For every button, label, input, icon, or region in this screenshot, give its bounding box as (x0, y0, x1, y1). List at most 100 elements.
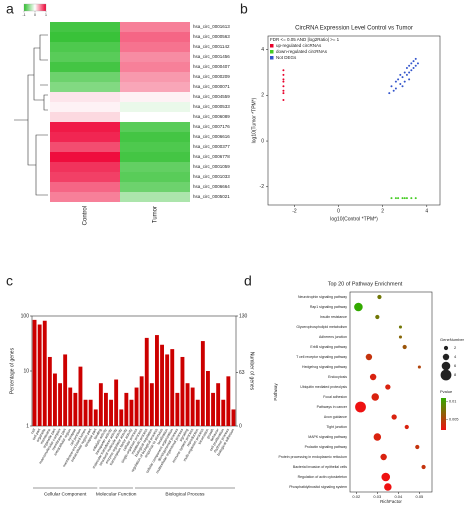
bubble (402, 344, 407, 350)
legend-label: Not DEGs (276, 55, 297, 60)
bubble (421, 464, 426, 470)
y-tick-label: Regulation of actin cytoskeleton (298, 475, 347, 479)
heatmap-cell (120, 52, 190, 62)
size-legend-mark (442, 353, 450, 361)
bubble (381, 472, 391, 482)
heatmap-cell (120, 102, 190, 112)
column-label: Tumor (153, 206, 159, 223)
heatmap-cell (50, 172, 120, 182)
y-tick-label: Axon guidance (324, 415, 347, 419)
colorbar-tick-label: 0.01 (449, 400, 456, 404)
point (410, 69, 413, 72)
bubble (398, 335, 403, 339)
heatmap-cell (120, 152, 190, 162)
y-tick-label: ErbB signaling pathway (310, 345, 347, 349)
bar (144, 337, 149, 426)
point (282, 89, 285, 92)
bar (170, 349, 175, 426)
y-tick-label: Prolactin signaling pathway (305, 445, 348, 449)
y-tick-label: Focal adhesion (323, 395, 347, 399)
point (399, 82, 402, 85)
heatmap-cell (50, 42, 120, 52)
point (401, 76, 404, 79)
legend-swatch (270, 50, 274, 54)
bubble (369, 373, 377, 381)
legend-label: down-regulated circRNAs (276, 49, 328, 54)
heatmap-cell (50, 92, 120, 102)
bar (93, 409, 98, 426)
size-legend-mark (441, 361, 451, 371)
point (403, 71, 406, 74)
bar (124, 392, 129, 426)
size-legend-mark (443, 345, 449, 351)
y-tick-label: Rap1 signaling pathway (310, 305, 347, 309)
bar (185, 383, 190, 426)
bubble (398, 325, 403, 329)
bubble (354, 302, 363, 312)
bar (98, 383, 103, 426)
heatmap-cell (120, 82, 190, 92)
bar (211, 392, 215, 426)
point (401, 85, 404, 88)
point (403, 80, 406, 83)
row-label: hsa_circ_0007176 (193, 124, 230, 129)
y2-tick-label: 130 (239, 313, 248, 319)
bar (114, 379, 119, 426)
heatmap-cell (50, 132, 120, 142)
point (405, 73, 408, 76)
heatmap-cell (50, 162, 120, 172)
point (401, 197, 404, 200)
bubble (355, 401, 366, 413)
x-tick-label: 2 (381, 208, 384, 214)
bar (216, 383, 221, 426)
row-label: hsa_circ_0001142 (193, 44, 230, 49)
group-label: Molecular Function (96, 491, 137, 497)
bar (88, 399, 93, 426)
bar (119, 409, 124, 426)
bar (42, 320, 47, 426)
point (394, 87, 397, 90)
bar (32, 319, 37, 426)
row-label: hsa_circ_0001613 (193, 24, 230, 29)
heatmap-cell (120, 162, 190, 172)
y-axis-label: log10(Tumor *TPM*) (251, 97, 257, 143)
bubble (375, 314, 380, 320)
point (394, 197, 397, 200)
y-axis-label: Percentage of genes (9, 347, 15, 394)
heatmap-cell (50, 82, 120, 92)
point (408, 64, 411, 67)
colorbar (441, 398, 446, 430)
heatmap-cell (50, 112, 120, 122)
point (405, 197, 408, 200)
bubble (380, 453, 387, 461)
bar (226, 376, 231, 426)
y-tick-label: Phosphatidylinositol signaling system (289, 485, 347, 489)
bar (190, 387, 195, 426)
heatmap-cell (120, 62, 190, 72)
y-tick-label: Glycerophospholipid metabolism (296, 325, 347, 329)
y2-axis-label: Number of genes (249, 352, 255, 391)
colorbar-tick-label: 0.005 (449, 417, 459, 421)
size-legend-label: 8 (454, 372, 457, 377)
x-tick-label: binding (93, 428, 102, 440)
x-tick-label: behavior (209, 427, 220, 442)
colorbar-tick-label: -1 (22, 13, 25, 17)
y-tick-label: Pathways in cancer (317, 405, 348, 409)
size-legend-label: 6 (454, 363, 457, 368)
point (282, 73, 285, 76)
color-legend-title: Pvalue (440, 389, 453, 394)
row-label: hsa_circ_0004559 (193, 94, 230, 99)
point (282, 85, 285, 88)
bar (53, 373, 57, 426)
bar (78, 366, 83, 426)
y-tick-label: 0 (261, 138, 264, 144)
y-tick-label: Protein processing in endoplasmic reticu… (279, 455, 348, 459)
bar (37, 324, 42, 426)
heatmap-cell (50, 62, 120, 72)
x-tick-label: 0.02 (352, 494, 361, 499)
point (408, 78, 411, 81)
point (390, 85, 393, 88)
y-tick-label: 1 (26, 423, 29, 429)
heatmap-cell (50, 102, 120, 112)
colorbar-tick-label: 1 (45, 13, 47, 17)
